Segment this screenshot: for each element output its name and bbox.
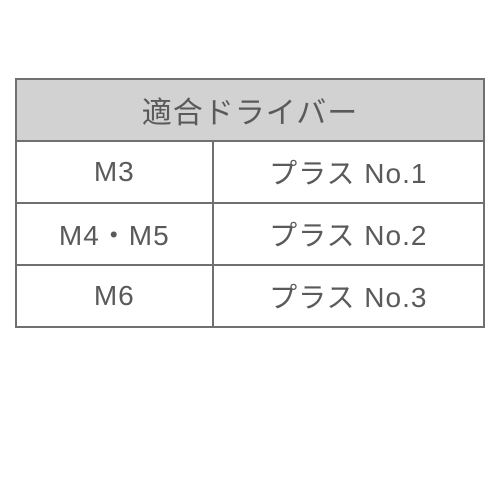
driver-cell: プラス No.2 (213, 203, 484, 265)
table-header-row: 適合ドライバー (16, 79, 484, 141)
size-cell: M3 (16, 141, 213, 203)
size-cell: M4・M5 (16, 203, 213, 265)
table-header: 適合ドライバー (16, 79, 484, 141)
table-row: M3 プラス No.1 (16, 141, 484, 203)
driver-cell: プラス No.3 (213, 265, 484, 327)
size-cell: M6 (16, 265, 213, 327)
compat-driver-table: 適合ドライバー M3 プラス No.1 M4・M5 プラス No.2 M6 プラ… (15, 78, 485, 328)
table-row: M6 プラス No.3 (16, 265, 484, 327)
compat-driver-table-container: 適合ドライバー M3 プラス No.1 M4・M5 プラス No.2 M6 プラ… (15, 78, 485, 328)
table-row: M4・M5 プラス No.2 (16, 203, 484, 265)
driver-cell: プラス No.1 (213, 141, 484, 203)
